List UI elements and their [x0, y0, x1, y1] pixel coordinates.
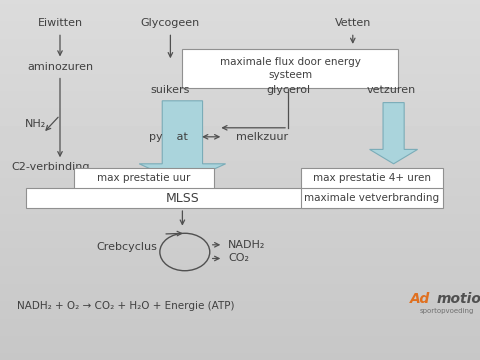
- Text: Eiwitten: Eiwitten: [37, 18, 83, 28]
- Polygon shape: [139, 101, 226, 184]
- FancyBboxPatch shape: [26, 188, 338, 208]
- FancyBboxPatch shape: [182, 49, 398, 88]
- Text: suikers: suikers: [151, 85, 190, 95]
- Text: Vetten: Vetten: [335, 18, 371, 28]
- Text: max prestatie 4+ uren: max prestatie 4+ uren: [313, 173, 431, 183]
- FancyBboxPatch shape: [301, 168, 443, 189]
- Text: NH₂: NH₂: [25, 119, 47, 129]
- FancyBboxPatch shape: [74, 168, 214, 189]
- Text: glycerol: glycerol: [266, 85, 310, 95]
- Text: C2-verbinding: C2-verbinding: [11, 162, 90, 172]
- Text: NADH₂ + O₂ → CO₂ + H₂O + Energie (ATP): NADH₂ + O₂ → CO₂ + H₂O + Energie (ATP): [17, 301, 234, 311]
- FancyBboxPatch shape: [301, 188, 443, 208]
- Text: max prestatie uur: max prestatie uur: [97, 173, 191, 183]
- Text: maximale flux door energy
systeem: maximale flux door energy systeem: [220, 57, 361, 80]
- Text: MLSS: MLSS: [166, 192, 199, 204]
- Text: melkzuur: melkzuur: [236, 132, 288, 142]
- Text: aminozuren: aminozuren: [27, 62, 93, 72]
- Text: sportopvoeding: sportopvoeding: [420, 309, 474, 314]
- Polygon shape: [370, 103, 418, 164]
- Text: motion: motion: [437, 292, 480, 306]
- Text: maximale vetverbranding: maximale vetverbranding: [304, 193, 440, 203]
- Text: py    at: py at: [149, 132, 187, 142]
- Text: Crebcyclus: Crebcyclus: [97, 242, 157, 252]
- Text: CO₂: CO₂: [228, 253, 249, 264]
- Text: vetzuren: vetzuren: [367, 85, 416, 95]
- Text: NADH₂: NADH₂: [228, 240, 265, 250]
- Text: Glycogeen: Glycogeen: [141, 18, 200, 28]
- Text: Ad: Ad: [410, 292, 431, 306]
